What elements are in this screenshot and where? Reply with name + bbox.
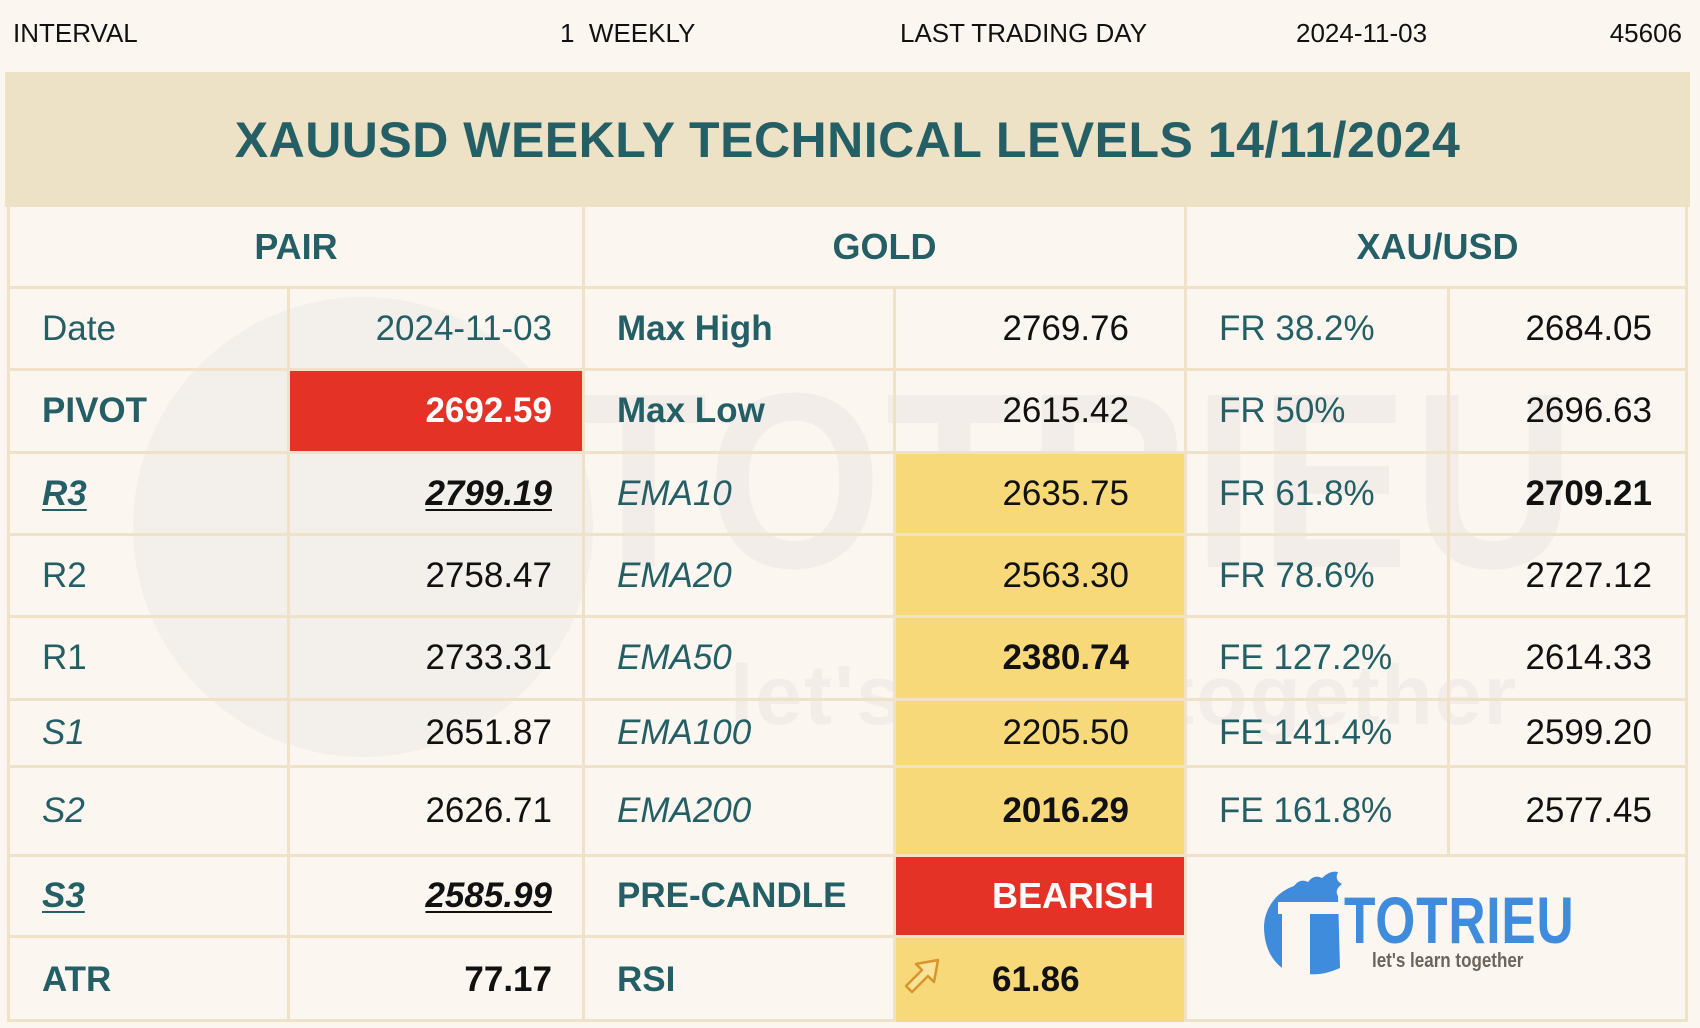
pair-value-s1: 2651.87 — [290, 701, 585, 768]
gold-value-ema100: 2205.50 — [896, 701, 1187, 768]
pair-label-r2: R2 — [10, 536, 290, 618]
gold-value-ema50: 2380.74 — [896, 618, 1187, 701]
gold-value-pre-candle-status: BEARISH — [896, 857, 1187, 938]
pair-value-r1: 2733.31 — [290, 618, 585, 701]
last-trading-day-value: 2024-11-03 — [1296, 18, 1428, 48]
xau-label-fe1272: FE 127.2% — [1187, 618, 1450, 701]
gold-value-ema10: 2635.75 — [896, 454, 1187, 536]
logo-wordmark: TOTRIEU — [1344, 883, 1575, 957]
pair-value-date: 2024-11-03 — [290, 289, 585, 371]
xau-value-fr786: 2727.12 — [1450, 536, 1688, 618]
gold-label-max-low: Max Low — [585, 371, 896, 454]
xau-label-fe1618: FE 161.8% — [1187, 768, 1450, 857]
top-info-bar: INTERVAL 1 WEEKLY LAST TRADING DAY 2024-… — [0, 0, 1700, 72]
logo-tagline: let's learn together — [1372, 950, 1524, 972]
gold-value-rsi-cell: 61.86 — [896, 938, 1187, 1022]
pair-value-s2: 2626.71 — [290, 768, 585, 857]
pair-label-s3: S3 — [10, 857, 290, 938]
gold-label-ema50: EMA50 — [585, 618, 896, 701]
totrieu-flame-t-icon — [1264, 871, 1342, 975]
title-band: XAUUSD WEEKLY TECHNICAL LEVELS 14/11/202… — [5, 72, 1690, 207]
interval-value: 1 WEEKLY — [560, 18, 696, 48]
s3-label-text: S3 — [42, 876, 85, 915]
pair-label-atr: ATR — [10, 938, 290, 1022]
r3-label-text: R3 — [42, 473, 87, 513]
interval-label: INTERVAL — [13, 18, 138, 48]
pair-label-s2: S2 — [10, 768, 290, 857]
xau-value-fe1414: 2599.20 — [1450, 701, 1688, 768]
gold-label-ema20: EMA20 — [585, 536, 896, 618]
pair-label-s1: S1 — [10, 701, 290, 768]
pair-value-pivot: 2692.59 — [290, 371, 585, 454]
pair-value-s3: 2585.99 — [290, 857, 585, 938]
gold-value-rsi: 61.86 — [992, 960, 1080, 999]
xau-label-fr50: FR 50% — [1187, 371, 1450, 454]
serial-number: 45606 — [1609, 18, 1682, 48]
gold-label-ema10: EMA10 — [585, 454, 896, 536]
pair-label-r1: R1 — [10, 618, 290, 701]
xau-label-fr382: FR 38.2% — [1187, 289, 1450, 371]
gold-label-rsi: RSI — [585, 938, 896, 1022]
xau-value-fr50: 2696.63 — [1450, 371, 1688, 454]
page-title: XAUUSD WEEKLY TECHNICAL LEVELS 14/11/202… — [234, 111, 1461, 168]
xau-label-fr786: FR 78.6% — [1187, 536, 1450, 618]
pair-value-atr: 77.17 — [290, 938, 585, 1022]
header-pair: PAIR — [10, 207, 585, 289]
gold-label-max-high: Max High — [585, 289, 896, 371]
gold-label-ema200: EMA200 — [585, 768, 896, 857]
xau-value-fe1272: 2614.33 — [1450, 618, 1688, 701]
gold-value-ema20: 2563.30 — [896, 536, 1187, 618]
header-gold: GOLD — [585, 207, 1187, 289]
gold-value-ema200: 2016.29 — [896, 768, 1187, 857]
pair-label-r3: R3 — [10, 454, 290, 536]
pair-label-date: Date — [10, 289, 290, 371]
xau-value-fr382: 2684.05 — [1450, 289, 1688, 371]
gold-value-max-low: 2615.42 — [896, 371, 1187, 454]
s3-value-text: 2585.99 — [425, 876, 552, 915]
arrow-up-right-icon — [902, 956, 944, 1001]
gold-value-max-high: 2769.76 — [896, 289, 1187, 371]
xau-value-fr618: 2709.21 — [1450, 454, 1688, 536]
gold-label-ema100: EMA100 — [585, 701, 896, 768]
gold-label-pre-candle: PRE-CANDLE — [585, 857, 896, 938]
pair-value-r2: 2758.47 — [290, 536, 585, 618]
pair-label-pivot: PIVOT — [10, 371, 290, 454]
r3-value-text: 2799.19 — [425, 473, 552, 513]
header-xauusd: XAU/USD — [1187, 207, 1688, 289]
pair-value-r3: 2799.19 — [290, 454, 585, 536]
xau-value-fe1618: 2577.45 — [1450, 768, 1688, 857]
totrieu-logo: TOTRIEU let's learn together — [1252, 868, 1575, 978]
xau-label-fe1414: FE 141.4% — [1187, 701, 1450, 768]
xau-label-fr618: FR 61.8% — [1187, 454, 1450, 536]
last-trading-day-label: LAST TRADING DAY — [900, 18, 1148, 48]
